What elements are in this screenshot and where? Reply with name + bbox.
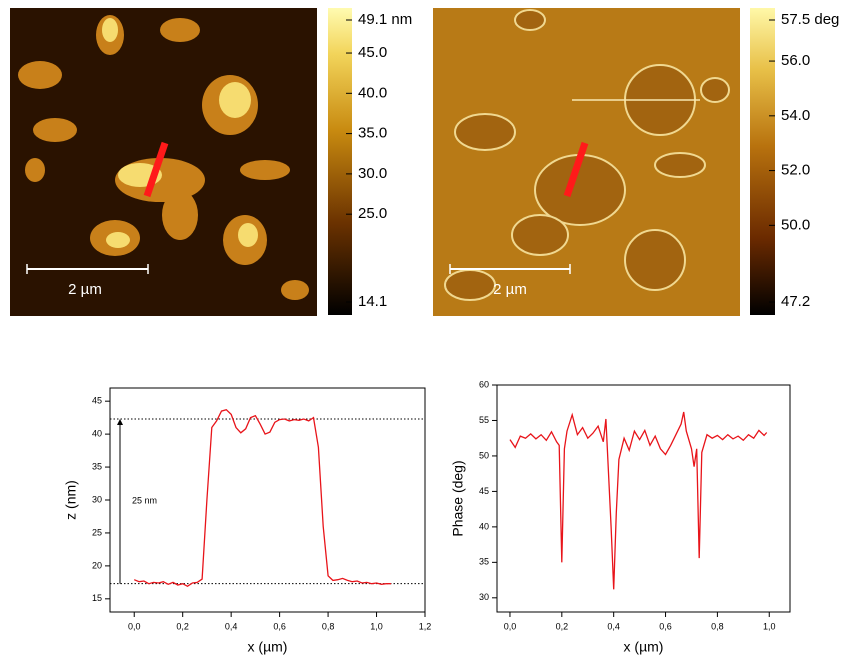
x-axis-label: x (µm): [248, 639, 288, 655]
colorbar-label: 45.0: [358, 44, 387, 61]
colorbar-label: 54.0: [781, 107, 810, 124]
x-tick-label: 0,0: [504, 621, 517, 631]
y-tick-label: 35: [479, 557, 489, 567]
plot-frame: [109, 387, 426, 613]
y-tick-label: 40: [479, 521, 489, 531]
y-tick-label: 50: [479, 450, 489, 460]
x-tick-label: 0,0: [128, 621, 141, 631]
annotation: 25 nm: [132, 496, 157, 506]
x-axis-label: x (µm): [624, 639, 664, 655]
x-tick-label: 0,4: [225, 621, 238, 631]
colorbar-label: 56.0: [781, 52, 810, 69]
y-axis-label: z (nm): [63, 480, 79, 520]
phase-image: 2 µm: [433, 8, 740, 316]
y-axis-label: Phase (deg): [450, 460, 466, 536]
plot-frame: [496, 384, 791, 613]
x-tick-label: 1,2: [419, 621, 432, 631]
y-tick-label: 30: [92, 494, 102, 504]
scale-bar-label: 2 µm: [493, 281, 527, 298]
colorbar: [750, 8, 775, 315]
y-tick-label: 15: [92, 593, 102, 603]
y-tick-label: 35: [92, 461, 102, 471]
colorbar-label: 50.0: [781, 216, 810, 233]
colorbar-label: 57.5 deg: [781, 11, 839, 28]
colorbar-label: 25.0: [358, 205, 387, 222]
data-line: [509, 411, 768, 590]
x-tick-label: 0,6: [273, 621, 286, 631]
y-tick-label: 55: [479, 415, 489, 425]
x-tick-label: 0,2: [176, 621, 189, 631]
colorbar-label: 49.1 nm: [358, 11, 412, 28]
x-tick-label: 0,6: [659, 621, 672, 631]
y-tick-label: 60: [479, 379, 489, 389]
colorbar-label: 30.0: [358, 165, 387, 182]
colorbar: [328, 8, 352, 315]
y-tick-label: 25: [92, 527, 102, 537]
data-line: [133, 408, 392, 588]
x-tick-label: 1,0: [763, 621, 776, 631]
x-tick-label: 0,4: [607, 621, 620, 631]
colorbar-label: 40.0: [358, 84, 387, 101]
x-tick-label: 0,8: [711, 621, 724, 631]
height-image: 2 µm: [10, 8, 317, 316]
x-tick-label: 1,0: [370, 621, 383, 631]
colorbar-label: 47.2: [781, 293, 810, 310]
y-tick-label: 40: [92, 428, 102, 438]
colorbar-label: 52.0: [781, 162, 810, 179]
y-tick-label: 20: [92, 560, 102, 570]
x-tick-label: 0,8: [322, 621, 335, 631]
colorbar-label: 35.0: [358, 125, 387, 142]
y-tick-label: 45: [92, 396, 102, 406]
y-tick-label: 30: [479, 592, 489, 602]
colorbar-label: 14.1: [358, 293, 387, 310]
y-tick-label: 45: [479, 486, 489, 496]
scale-bar-label: 2 µm: [68, 281, 102, 298]
arrow-head: [117, 418, 123, 425]
x-tick-label: 0,2: [556, 621, 569, 631]
